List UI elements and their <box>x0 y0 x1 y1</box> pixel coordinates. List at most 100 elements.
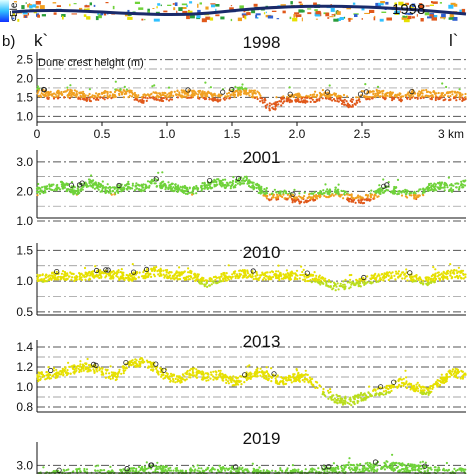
strip-pixel <box>461 8 466 13</box>
profile-point <box>104 191 107 194</box>
profile-point <box>155 178 158 181</box>
profile-point <box>278 381 282 384</box>
profile-point <box>82 369 85 372</box>
profile-point <box>109 91 112 94</box>
profile-point <box>188 191 191 194</box>
profile-point <box>458 274 461 277</box>
profile-point <box>346 401 349 404</box>
profile-point <box>133 91 136 95</box>
profile-point <box>186 188 189 192</box>
profile-point <box>39 192 42 195</box>
profile-point <box>277 264 280 267</box>
profile-point <box>45 273 48 276</box>
profile-point <box>82 90 85 93</box>
profile-point <box>394 278 397 281</box>
profile-point <box>433 281 436 284</box>
profile-point <box>205 379 208 382</box>
profile-point <box>354 201 357 204</box>
profile-point <box>97 274 100 277</box>
profile-point <box>385 384 389 387</box>
profile-point <box>341 401 344 404</box>
profile-point <box>75 366 78 369</box>
profile-point <box>244 273 247 276</box>
profile-point <box>191 91 194 94</box>
strip-pixel <box>352 2 356 5</box>
profile-point <box>201 95 204 98</box>
xtick-label: 0.5 <box>94 127 111 141</box>
profile-point <box>352 400 356 403</box>
profile-point <box>437 182 440 185</box>
profile-point <box>121 277 124 280</box>
profile-point <box>405 376 408 379</box>
profile-point <box>168 271 171 274</box>
crest-marker <box>409 89 415 95</box>
profile-point <box>405 275 408 278</box>
crest-marker <box>131 269 137 275</box>
profile-point <box>251 270 254 273</box>
profile-point <box>355 282 358 285</box>
strip-pixel <box>403 16 408 18</box>
profile-point <box>201 94 204 97</box>
profile-point <box>441 378 444 381</box>
crest-marker <box>384 182 390 188</box>
strip-pixel <box>29 5 33 9</box>
strip-pixel <box>186 4 188 8</box>
profile-point <box>36 376 39 379</box>
profile-point <box>318 91 322 95</box>
profile-point <box>275 198 278 201</box>
profile-point <box>264 374 268 377</box>
profile-point <box>219 372 222 375</box>
profile-point <box>83 266 87 270</box>
profile-point <box>346 102 349 105</box>
strip-pixel <box>375 2 381 7</box>
profile-point <box>91 273 94 277</box>
profile-point <box>168 274 172 277</box>
profile-point <box>150 366 153 369</box>
profile-point <box>140 275 144 278</box>
profile-point <box>93 187 96 190</box>
profile-point <box>186 369 189 373</box>
profile-point <box>309 93 312 97</box>
profile-point <box>231 275 234 278</box>
profile-point <box>445 375 448 378</box>
profile-point <box>142 93 145 96</box>
profile-point <box>315 99 319 102</box>
profile-point <box>159 92 162 95</box>
profile-point <box>437 98 440 101</box>
profile-point <box>412 384 415 388</box>
profile-point <box>82 364 86 367</box>
strip-pixel <box>167 4 172 6</box>
profile-point <box>183 184 186 188</box>
profile-point <box>113 90 117 94</box>
profile-point <box>282 193 285 196</box>
profile-point <box>340 189 343 192</box>
profile-point <box>120 372 123 375</box>
profile-point <box>464 98 467 101</box>
profile-point <box>208 97 211 101</box>
strip-pixel <box>141 18 144 21</box>
profile-point <box>243 179 247 182</box>
profile-point <box>403 273 406 276</box>
profile-point <box>430 275 433 278</box>
profile-point <box>416 92 419 95</box>
profile-point <box>190 276 193 279</box>
profile-point <box>405 386 409 389</box>
strip-pixel <box>187 10 193 14</box>
profile-point <box>399 273 403 276</box>
profile-point <box>277 277 280 280</box>
strip-pixel <box>84 5 90 8</box>
profile-point <box>163 276 166 279</box>
profile-point <box>384 272 387 275</box>
crest-marker <box>250 268 256 274</box>
profile-point <box>77 367 80 370</box>
profile-point <box>351 280 354 284</box>
strip-pixel <box>71 13 77 15</box>
profile-point <box>306 373 309 376</box>
ytick-label: 2.0 <box>16 71 33 85</box>
profile-point <box>197 273 200 276</box>
profile-point <box>339 195 342 198</box>
profile-point <box>327 397 330 400</box>
profile-point <box>450 187 453 190</box>
profile-point <box>377 89 381 92</box>
